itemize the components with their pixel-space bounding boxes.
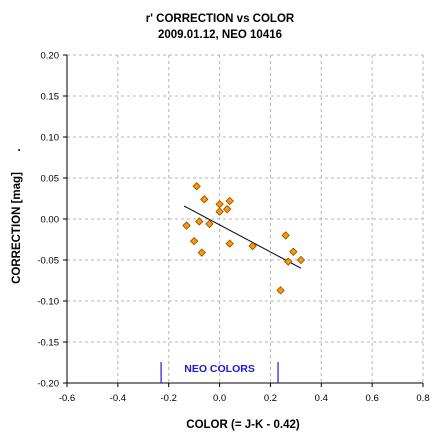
chart-subtitle: 2009.01.12, NEO 10416 [158,29,282,41]
data-points [182,182,306,295]
data-point [197,248,206,257]
annotation-label: NEO COLORS [184,363,255,375]
data-point [276,286,285,295]
annotation: NEO COLORS [160,362,279,383]
data-point [225,196,234,206]
y-tick-label: -0.10 [37,297,59,308]
y-tick-label: -0.05 [37,256,59,267]
data-point [248,241,257,251]
x-tick-label: -0.4 [110,393,126,404]
y-tick-label: 0.05 [41,174,60,185]
x-axis-label: COLOR (= J-K - 0.42) [186,419,300,431]
data-point [225,239,234,248]
data-point [215,200,224,209]
y-tick-label: -0.15 [37,338,59,349]
trendline-group [183,205,302,269]
trendline [183,205,302,269]
x-tick-label: -0.2 [161,393,177,404]
x-tick-labels: -0.6 -0.4 -0.2 0.0 0.2 0.4 0.6 0.8 [59,393,430,404]
x-tick-label: 0.0 [213,393,226,404]
y-tick-label: -0.20 [37,379,59,390]
x-tick-label: 0.8 [416,393,429,404]
y-axis-label-suffix: . [11,148,23,151]
grid [67,54,424,383]
data-point [195,217,204,226]
y-tick-label: 0.10 [41,133,60,144]
x-tick-label: 0.6 [366,393,379,404]
data-point [223,204,232,214]
data-point [182,221,191,230]
axes [63,54,424,387]
data-point [289,247,298,256]
chart-title: r' CORRECTION vs COLOR [146,13,295,25]
x-tick-label: 0.2 [264,393,277,404]
x-tick-label: -0.6 [59,393,75,404]
y-axis-label: CORRECTION [mag] [11,172,23,284]
y-tick-label: 0.20 [41,51,60,62]
y-tick-label: 0.15 [41,92,60,103]
y-tick-label: 0.00 [41,215,60,226]
data-point [296,255,306,265]
x-tick-label: 0.4 [315,393,328,404]
data-point [200,195,209,204]
data-point [281,231,290,240]
data-point [192,182,201,191]
y-tick-labels: 0.20 0.15 0.10 0.05 0.00 -0.05 -0.10 -0.15 -0.20 [37,51,59,390]
data-point [215,207,224,216]
data-point [284,257,293,266]
data-point [205,219,214,229]
data-point [189,236,199,246]
